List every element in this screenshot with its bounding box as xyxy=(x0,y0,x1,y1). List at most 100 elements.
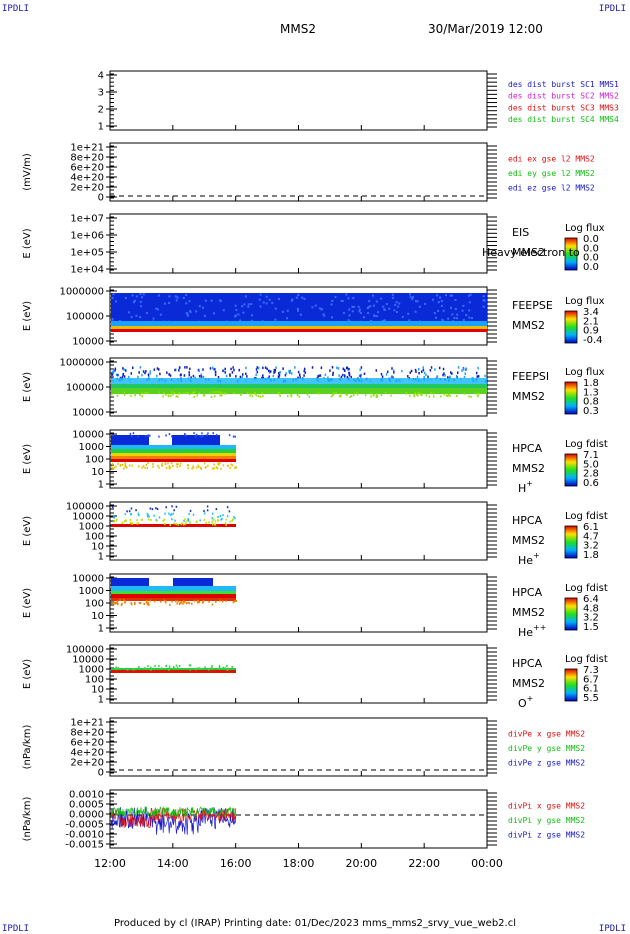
feepsi-speck xyxy=(392,369,395,372)
y-tick-label: 0 xyxy=(98,193,104,204)
hpca-speck xyxy=(141,466,143,469)
hpca-speck xyxy=(112,467,114,470)
feepse-speck xyxy=(124,297,127,300)
hpca-speck xyxy=(211,467,214,470)
y-tick-label: 100000 xyxy=(66,383,104,394)
hpca-speck xyxy=(133,668,136,671)
feepsi-speck xyxy=(246,391,249,394)
feepse-speck xyxy=(370,319,373,322)
feepse-speck xyxy=(395,301,398,304)
hpca-speck xyxy=(193,667,196,670)
feepsi-speck xyxy=(390,394,392,397)
feepsi-speck xyxy=(162,395,164,398)
y-tick-label: 1 xyxy=(98,695,104,706)
feepsi-speck xyxy=(186,366,188,369)
hpca-speck xyxy=(198,601,201,604)
colorbar xyxy=(564,381,578,415)
hpca-speck xyxy=(228,510,231,513)
feepsi-speck xyxy=(476,375,478,378)
feepsi-speck xyxy=(177,392,180,395)
species-label: He++ xyxy=(518,623,546,639)
feepsi-speck xyxy=(257,366,260,370)
feepsi-speck xyxy=(174,368,176,372)
hpca-band xyxy=(111,445,236,449)
hpca-speck xyxy=(224,667,226,670)
feepse-speck xyxy=(367,312,370,315)
hpca-speck xyxy=(175,523,178,526)
feepsi-speck xyxy=(137,375,139,379)
hpca-speck xyxy=(165,434,167,437)
hpca-speck xyxy=(189,509,192,512)
feepsi-speck xyxy=(230,367,232,371)
hpca-speck xyxy=(185,602,188,605)
hpca-speck xyxy=(137,435,139,438)
feepse-speck xyxy=(243,303,246,306)
hpca-speck xyxy=(225,600,227,603)
legend-entry: edi ez gse l2 MMS2 xyxy=(508,184,595,193)
hpca-speck xyxy=(208,668,210,671)
hpca-speck xyxy=(196,667,198,670)
feepse-speck xyxy=(442,309,445,312)
panel-overlay-text: Heavy electron to xyxy=(482,246,580,259)
feepse-speck xyxy=(414,300,417,303)
feepse-speck xyxy=(268,298,271,301)
panel-frame xyxy=(109,789,488,849)
feepsi-speck xyxy=(222,369,224,373)
hpca-speck xyxy=(164,523,166,526)
feepsi-speck xyxy=(347,368,349,371)
feepsi-speck xyxy=(165,393,167,396)
feepsi-speck xyxy=(219,394,221,397)
y-tick-label: 10 xyxy=(91,542,104,553)
legend-entry: divPe x gse MMS2 xyxy=(508,730,585,739)
colorbar-tick-label: 0.8 xyxy=(583,397,599,408)
hpca-speck xyxy=(117,666,119,669)
hpca-speck xyxy=(138,514,140,517)
y-tick-label: 10000 xyxy=(72,408,104,419)
feepsi-speck xyxy=(156,367,159,370)
feepsi-speck xyxy=(176,395,179,398)
feepsi-speck xyxy=(148,375,150,378)
hpca-speck xyxy=(144,466,146,469)
feepse-speck xyxy=(383,308,386,311)
feepsi-speck xyxy=(277,391,279,394)
feepse-speck xyxy=(447,317,450,320)
hpca-speck xyxy=(206,509,209,512)
feepsi-speck xyxy=(123,375,126,378)
hpca-speck xyxy=(124,463,127,466)
feepse-speck xyxy=(347,297,350,300)
hpca-speck xyxy=(130,603,133,606)
hpca-speck xyxy=(183,519,185,522)
y-tick-label: 0 xyxy=(98,768,104,779)
y-tick-label: 2e+20 xyxy=(70,758,104,769)
hpca-speck xyxy=(146,515,149,518)
y-tick-label: 1000 xyxy=(79,665,104,676)
feepse-speck xyxy=(411,298,414,301)
feepse-speck xyxy=(286,317,289,320)
hpca-speck xyxy=(214,523,216,526)
feepse-speck xyxy=(297,293,300,296)
feepse-speck xyxy=(111,318,114,321)
hpca-speck xyxy=(159,600,162,603)
feepsi-speck xyxy=(179,366,181,369)
hpca-speck xyxy=(168,512,170,515)
hpca-speck xyxy=(146,467,149,470)
hpca-speck xyxy=(136,522,138,525)
hpca-speck xyxy=(111,465,113,468)
feepse-speck xyxy=(176,296,179,299)
hpca-speck xyxy=(177,463,179,466)
hpca-speck xyxy=(189,520,191,523)
feepsi-spectrogram xyxy=(111,366,487,398)
hpca-speck xyxy=(232,435,235,438)
hpca-speck xyxy=(147,518,150,521)
hpca-speck xyxy=(211,665,213,668)
feepsi-speck xyxy=(214,370,217,374)
feepsi-speck xyxy=(443,372,445,375)
feepse-spectrogram xyxy=(111,293,487,332)
divpi-y-series xyxy=(110,806,237,818)
hpca-speck xyxy=(112,602,114,605)
hpca-speck xyxy=(157,464,159,467)
feepsi-speck xyxy=(229,373,231,376)
feepsi-speck xyxy=(320,366,323,369)
hpca-speck xyxy=(198,465,200,468)
